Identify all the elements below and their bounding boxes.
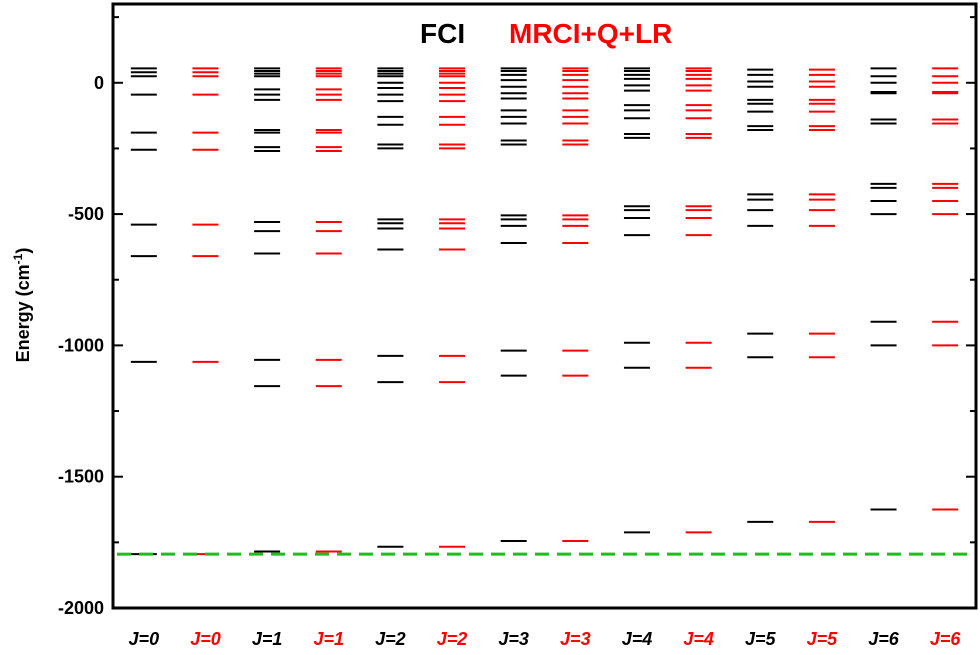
x-category-label: J=4 [683, 629, 714, 649]
x-category-label: J=2 [375, 629, 406, 649]
y-axis-title: Energy (cm-1) [11, 248, 33, 363]
x-category-label: J=0 [129, 629, 160, 649]
x-category-label: J=6 [868, 629, 900, 649]
y-tick-label: 0 [94, 73, 104, 93]
y-tick-label: -500 [68, 204, 104, 224]
x-category-label: J=0 [190, 629, 221, 649]
x-category-label: J=2 [437, 629, 468, 649]
x-category-label: J=5 [745, 629, 777, 649]
y-axis: 0 -500 -1000 -1500 -2000 [58, 16, 976, 618]
x-category-label: J=3 [498, 629, 529, 649]
legend: FCI MRCI+Q+LR [420, 18, 672, 49]
y-tick-label: -2000 [58, 598, 104, 618]
y-axis-title-sup: -1 [11, 253, 25, 264]
x-category-labels: J=0 J=0 J=1 J=1 J=2 J=2 J=3 J=3 J=4 J=4 J=5 J=5 J=6 J… [129, 629, 962, 649]
x-category-label: J=5 [807, 629, 839, 649]
x-category-label: J=1 [252, 629, 283, 649]
energy-levels [130, 67, 959, 556]
x-category-label: J=3 [560, 629, 591, 649]
x-category-label: J=4 [622, 629, 653, 649]
legend-fci: FCI [420, 18, 465, 49]
x-category-label: J=6 [930, 629, 962, 649]
y-tick-label: -1500 [58, 467, 104, 487]
legend-mrci: MRCI+Q+LR [509, 18, 672, 49]
x-category-label: J=1 [313, 629, 344, 649]
plot-frame [111, 2, 978, 610]
y-tick-label: -1000 [58, 335, 104, 355]
